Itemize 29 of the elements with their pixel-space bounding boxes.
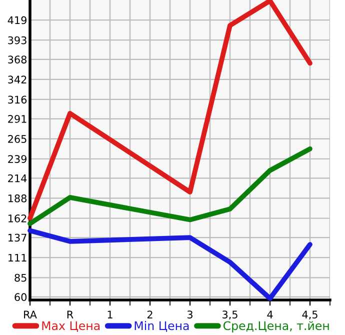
y-tick-label: 60	[14, 293, 27, 302]
x-tick-label: R	[67, 310, 74, 318]
y-tick-label: 239	[8, 155, 26, 163]
y-tick-label: 85	[14, 274, 26, 282]
y-tick-label: 316	[8, 96, 27, 104]
x-tick-label: RA	[24, 310, 37, 318]
x-tick-label: 3,5	[222, 310, 238, 320]
y-tick-label: 291	[8, 114, 26, 123]
line-series	[28, 228, 312, 301]
legend-label: Max Цена	[42, 321, 100, 332]
y-tick-label: 368	[8, 56, 27, 64]
y-tick-label: 188	[8, 194, 27, 202]
y-tick-label: 137	[8, 234, 26, 242]
legend-label: Min Цена	[134, 321, 189, 332]
x-tick-label: 2	[147, 310, 152, 318]
x-tick-label: 1	[108, 310, 112, 318]
legend-label: Сред.Цена, т.йен	[223, 321, 329, 332]
x-tick-label: 3	[187, 310, 192, 318]
line-series	[28, 146, 312, 226]
x-tick-label: 4,5	[302, 310, 318, 320]
y-tick-label: 265	[8, 135, 26, 143]
y-tick-label: 342	[8, 76, 26, 84]
y-tick-label: 162	[8, 214, 26, 222]
x-tick-label: 4	[267, 310, 273, 318]
y-tick-label: 419	[8, 16, 26, 24]
line-series	[28, 0, 312, 221]
y-tick-label: 393	[8, 36, 26, 44]
y-tick-label: 111	[8, 254, 26, 262]
y-tick-label: 214	[8, 174, 27, 182]
